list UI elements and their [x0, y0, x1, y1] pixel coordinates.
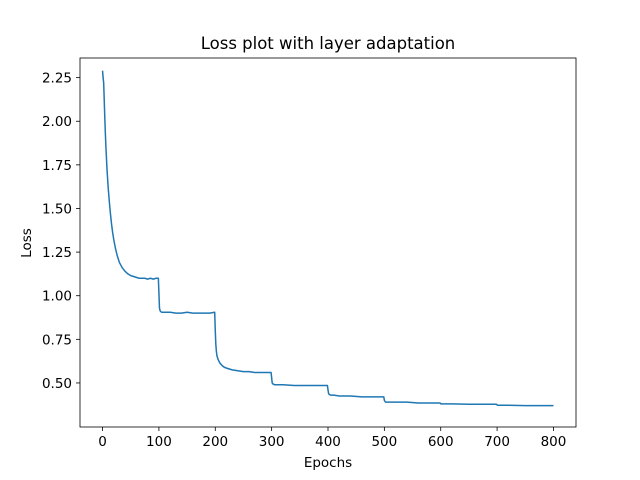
- y-axis: 0.50 0.75 1.00 1.25 1.50 1.75 2.00 2.25: [42, 71, 80, 392]
- x-tick-label: 800: [541, 434, 567, 450]
- x-tick-label: 600: [428, 434, 454, 450]
- y-tick-label: 1.75: [42, 158, 72, 174]
- x-tick-label: 200: [202, 434, 228, 450]
- x-tick-label: 0: [98, 434, 107, 450]
- x-tick-label: 500: [371, 434, 397, 450]
- y-tick-label: 1.50: [42, 201, 72, 217]
- x-axis: 0 100 200 300 400 500 600 700 800: [98, 427, 566, 450]
- loss-series-line: [101, 70, 554, 407]
- x-tick-label: 400: [315, 434, 341, 450]
- y-tick-label: 0.75: [42, 332, 72, 348]
- series-layer: [101, 70, 554, 407]
- y-tick-label: 2.25: [42, 71, 72, 87]
- y-axis-label: Loss: [19, 228, 35, 258]
- plot-frame: [79, 57, 577, 428]
- y-tick-label: 1.00: [42, 289, 72, 305]
- chart-title: Loss plot with layer adaptation: [201, 34, 456, 53]
- x-tick-label: 300: [259, 434, 285, 450]
- x-tick-label: 100: [146, 434, 172, 450]
- x-axis-label: Epochs: [304, 455, 352, 471]
- plot-area: [80, 58, 576, 427]
- x-tick-label: 700: [484, 434, 510, 450]
- y-tick-label: 2.00: [42, 114, 72, 130]
- y-tick-label: 1.25: [42, 245, 72, 261]
- y-tick-label: 0.50: [42, 376, 72, 392]
